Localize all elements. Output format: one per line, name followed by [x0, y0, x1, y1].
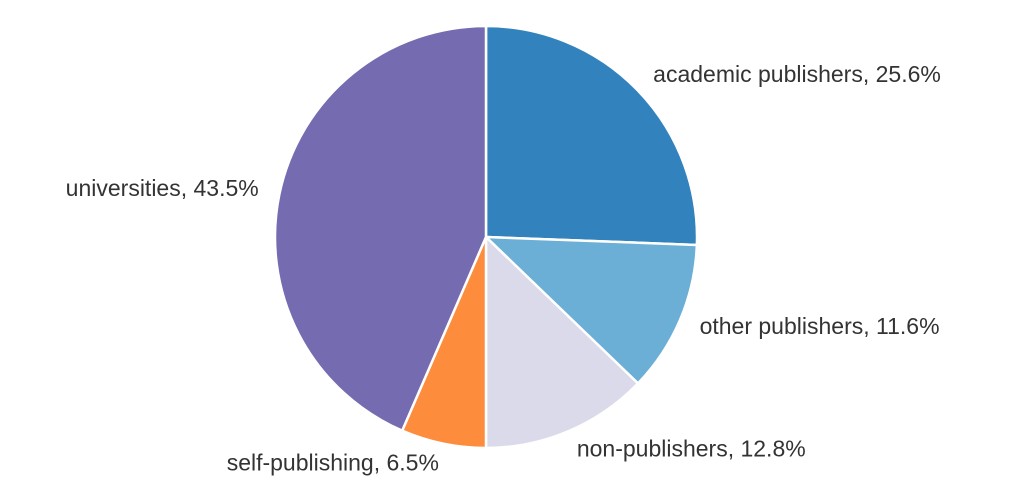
pie-label-non-publishers: non-publishers, 12.8%	[577, 436, 806, 462]
pie-label-academic-publishers: academic publishers, 25.6%	[653, 61, 941, 87]
pie-label-universities: universities, 43.5%	[66, 175, 259, 201]
pie-slice-academic-publishers	[484, 24, 699, 247]
pie-labels: academic publishers, 25.6% other publishe…	[66, 61, 941, 475]
pie-slice-universities	[273, 24, 488, 432]
pie-label-other-publishers: other publishers, 11.6%	[700, 313, 940, 339]
pie-slice-non-publishers	[484, 235, 640, 450]
pie-label-self-publishing: self-publishing, 6.5%	[227, 449, 439, 475]
pie-slices	[273, 24, 699, 450]
pie-slice-other-publishers	[484, 235, 699, 385]
